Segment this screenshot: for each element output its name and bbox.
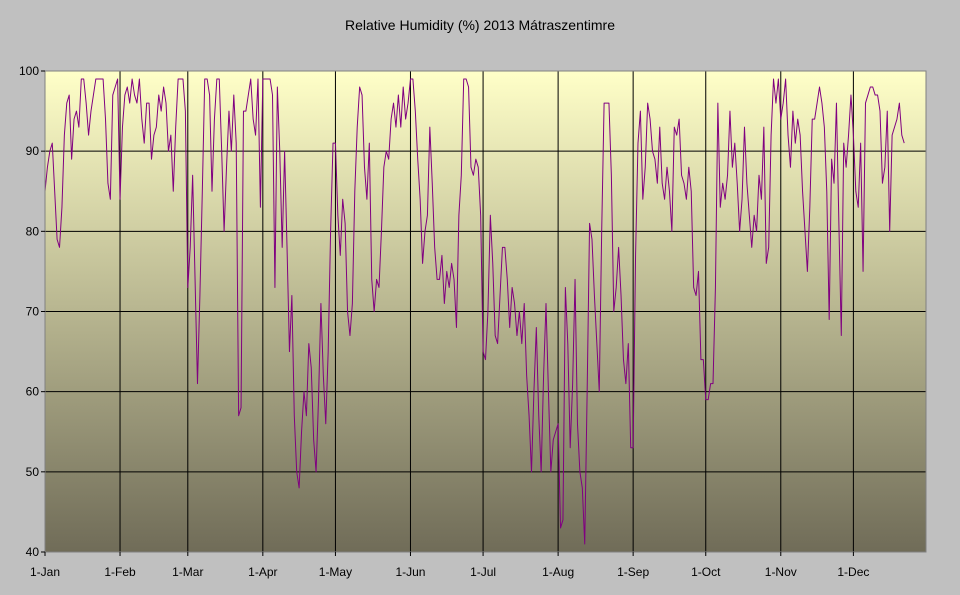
y-tick-label-80: 80	[26, 224, 40, 238]
y-tick-label-100: 100	[19, 64, 39, 78]
x-axis-ticks: 1-Jan 1-Feb 1-Mar 1-Apr 1-May 1-Jun 1-Jul 1-Aug…	[30, 552, 869, 579]
x-tick-label-1-Nov: 1-Nov	[765, 565, 797, 579]
grid-lines	[45, 70, 926, 552]
x-tick-label-1-Jul: 1-Jul	[470, 565, 496, 579]
x-tick-label-1-Apr: 1-Apr	[248, 565, 277, 579]
chart-title: Relative Humidity (%) 2013 Mátraszentimr…	[345, 17, 615, 33]
series-line-0	[44, 78, 905, 545]
x-tick-label-1-Aug: 1-Aug	[542, 565, 574, 579]
y-axis-ticks: 40 50 60 70 80 90 100	[19, 64, 45, 559]
x-tick-label-1-Jun: 1-Jun	[395, 565, 425, 579]
x-tick-label-1-Jan: 1-Jan	[30, 565, 60, 579]
x-tick-label-1-Oct: 1-Oct	[691, 565, 721, 579]
x-tick-label-1-Dec: 1-Dec	[837, 565, 869, 579]
y-tick-label-90: 90	[26, 144, 40, 158]
series-layer	[44, 78, 905, 545]
y-tick-label-40: 40	[26, 545, 40, 559]
x-tick-label-1-Sep: 1-Sep	[617, 565, 649, 579]
y-tick-label-50: 50	[26, 465, 40, 479]
x-tick-label-1-Mar: 1-Mar	[172, 565, 203, 579]
y-tick-label-70: 70	[26, 305, 40, 319]
y-tick-label-60: 60	[26, 385, 40, 399]
x-tick-label-1-Feb: 1-Feb	[104, 565, 136, 579]
x-tick-label-1-May: 1-May	[319, 565, 352, 579]
